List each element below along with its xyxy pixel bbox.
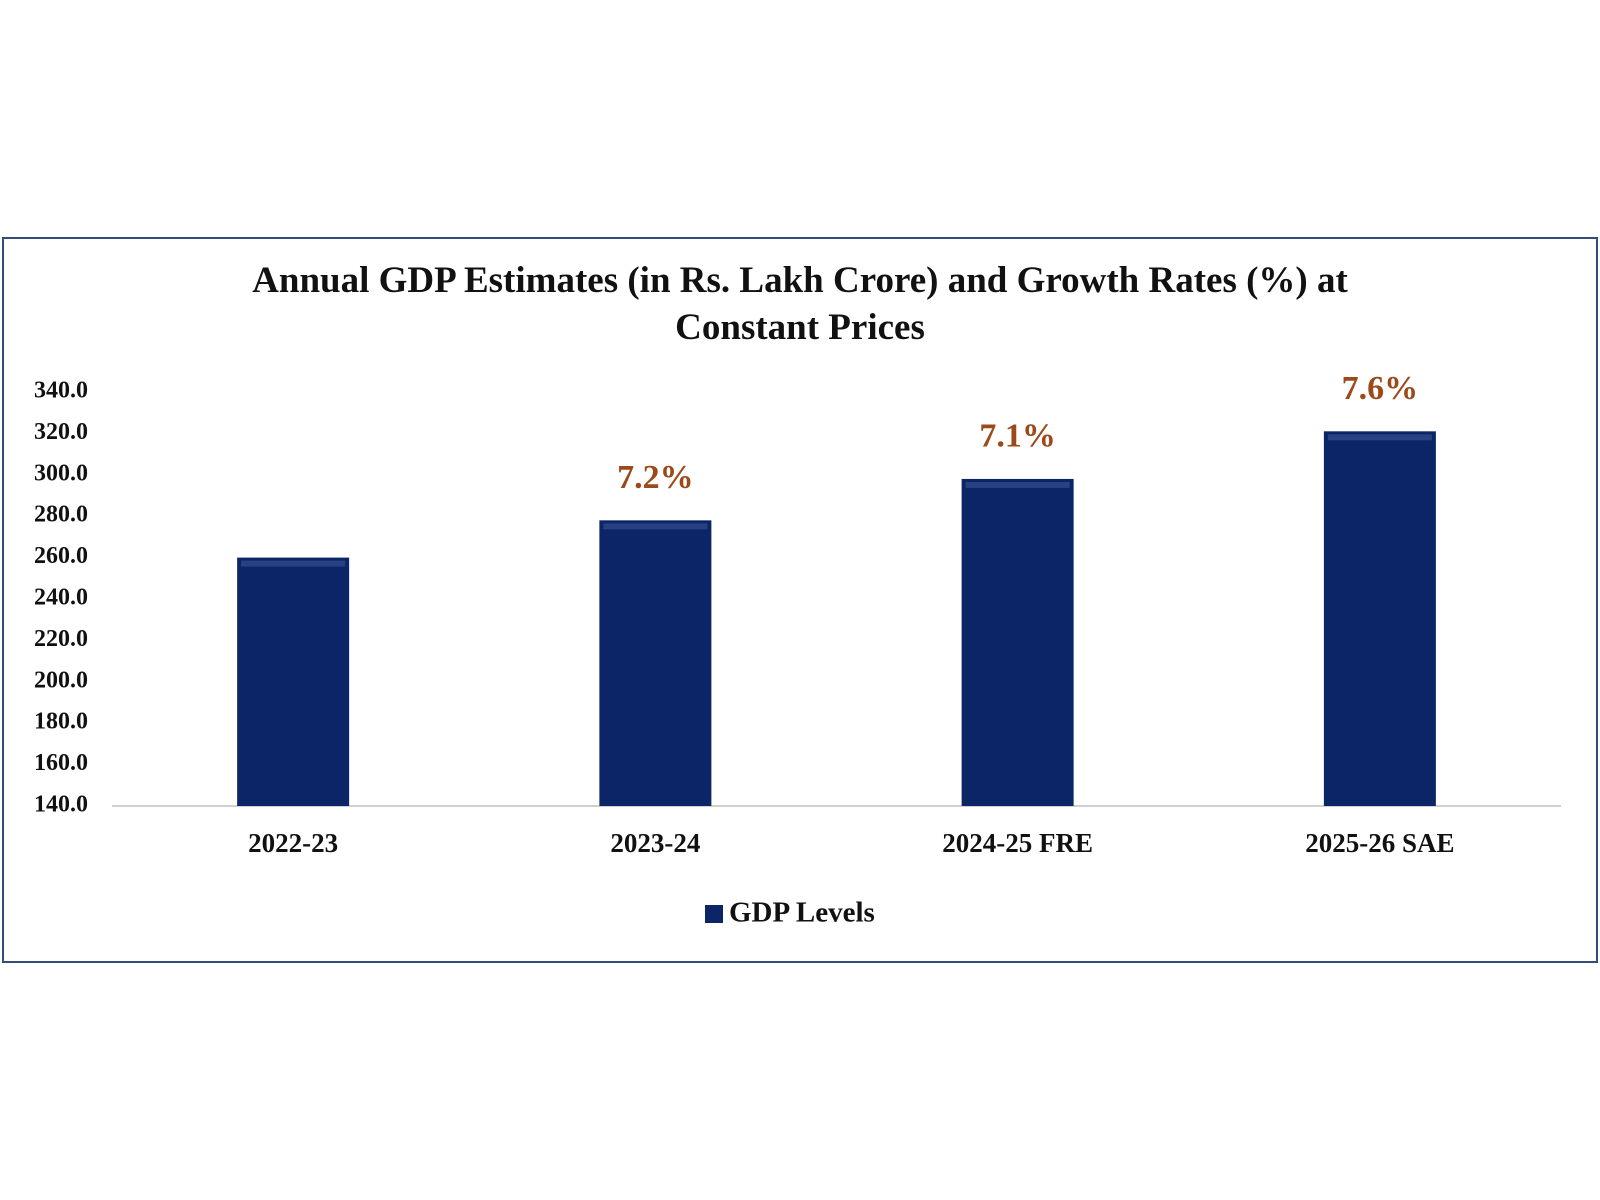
legend-label: GDP Levels xyxy=(729,897,875,929)
y-tick-label: 300.0 xyxy=(34,460,88,486)
chart-title: Annual GDP Estimates (in Rs. Lakh Crore)… xyxy=(252,260,1348,348)
y-tick-label: 140.0 xyxy=(34,792,88,818)
growth-label: 7.6% xyxy=(1342,370,1419,407)
y-tick-label: 340.0 xyxy=(34,378,88,404)
growth-label: 7.2% xyxy=(617,459,694,496)
y-tick-label: 240.0 xyxy=(34,585,88,611)
x-tick-label: 2022-23 xyxy=(248,828,338,858)
bar-bevel xyxy=(965,481,1070,488)
bar-bevel xyxy=(603,523,708,530)
bar-bevel xyxy=(241,560,346,567)
legend-swatch xyxy=(705,905,723,923)
chart-frame xyxy=(2,237,1598,963)
y-tick-label: 180.0 xyxy=(34,709,88,735)
x-tick-label: 2025-26 SAE xyxy=(1305,828,1454,858)
y-tick-label: 280.0 xyxy=(34,502,88,528)
y-tick-label: 320.0 xyxy=(34,419,88,445)
bar xyxy=(961,478,1074,806)
y-tick-label: 260.0 xyxy=(34,543,88,569)
y-tick-label: 220.0 xyxy=(34,626,88,652)
x-tick-label: 2023-24 xyxy=(610,828,700,858)
bar xyxy=(599,520,712,806)
growth-label: 7.1% xyxy=(979,418,1056,455)
bar xyxy=(237,557,350,806)
bar xyxy=(1323,431,1436,806)
y-tick-label: 160.0 xyxy=(34,750,88,776)
bar-bevel xyxy=(1327,434,1432,441)
x-tick-label: 2024-25 FRE xyxy=(942,828,1093,858)
y-tick-label: 200.0 xyxy=(34,667,88,693)
